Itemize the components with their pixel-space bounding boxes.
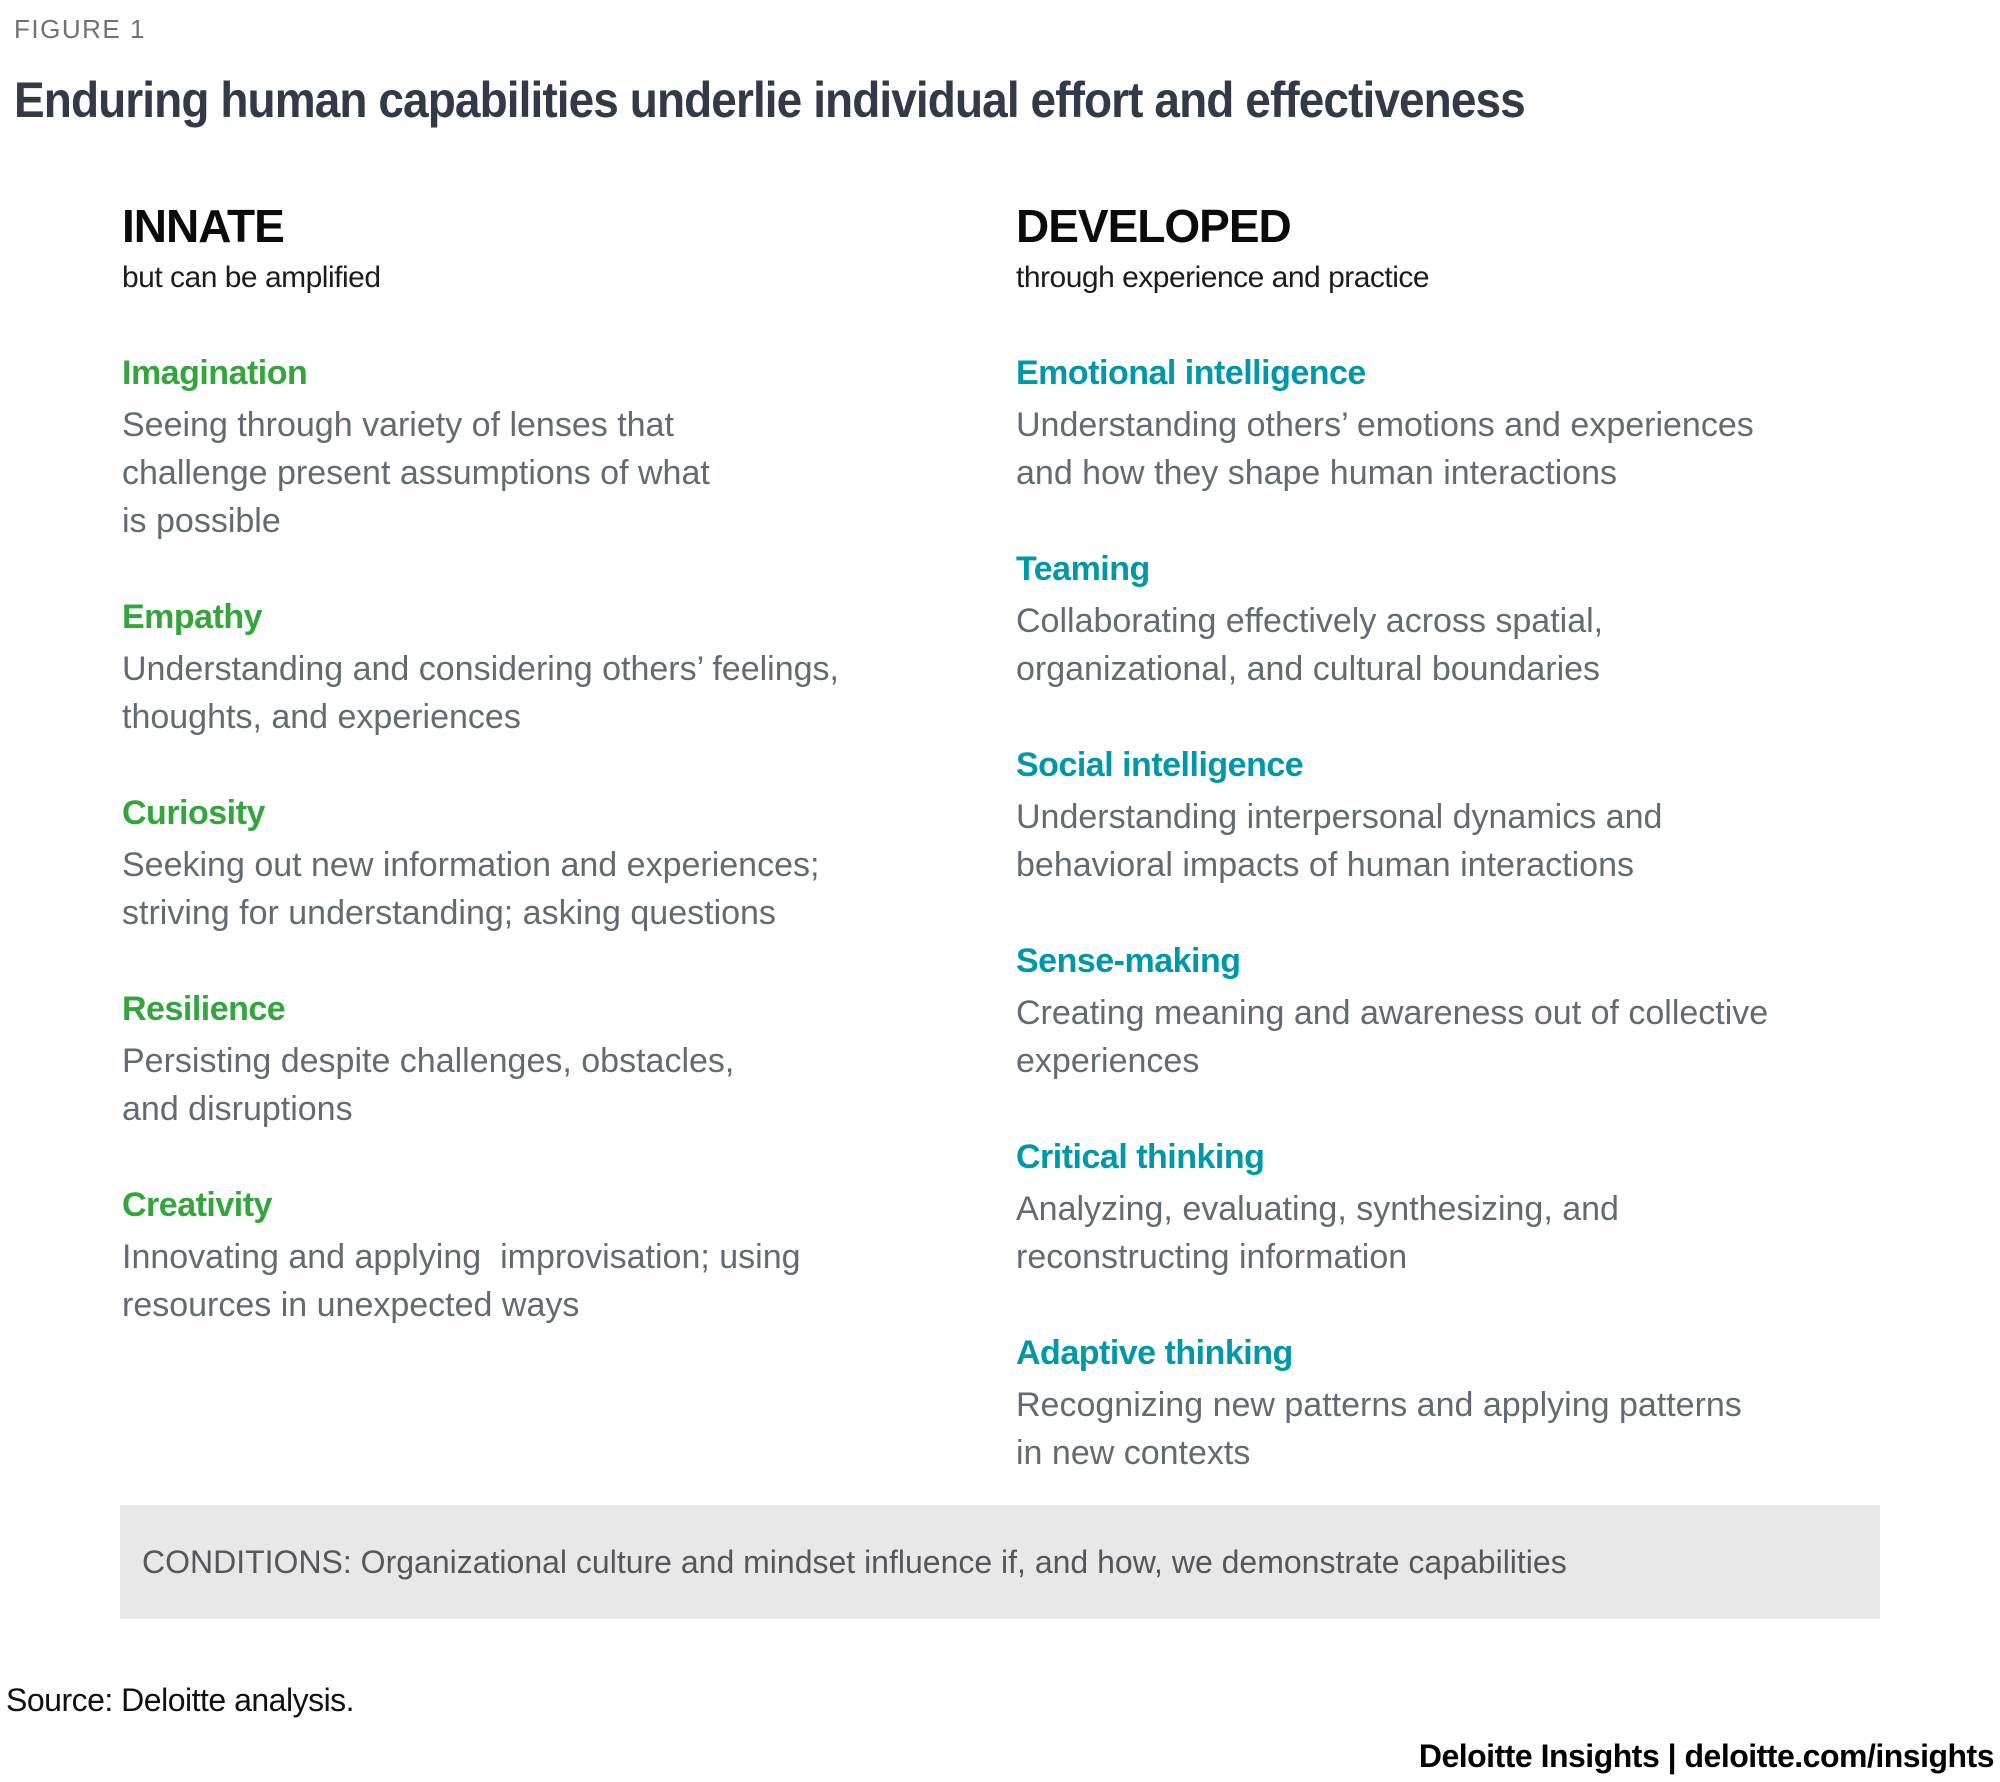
- capability-item: Imagination Seeing through variety of le…: [122, 351, 1016, 545]
- developed-subheading: through experience and practice: [1016, 261, 1430, 294]
- capability-name: Social intelligence: [1016, 746, 1304, 784]
- capability-description: Understanding interpersonal dynamics and…: [1016, 798, 1663, 884]
- capability-item: Social intelligence Understanding interp…: [1016, 743, 1980, 889]
- capability-description: Collaborating effectively across spatial…: [1016, 602, 1604, 688]
- innate-items: Imagination Seeing through variety of le…: [122, 351, 1016, 1329]
- capability-name: Critical thinking: [1016, 1138, 1265, 1176]
- footer-brand: Deloitte Insights | deloitte.com/insight…: [1418, 1738, 1995, 1774]
- capability-name: Sense-making: [1016, 942, 1241, 980]
- page-title: Enduring human capabilities underlie ind…: [14, 72, 1526, 128]
- capability-columns: INNATE but can be amplified Imagination …: [0, 201, 2000, 1527]
- capability-item: Resilience Persisting despite challenges…: [122, 987, 1016, 1133]
- figure-label: FIGURE 1: [14, 14, 146, 44]
- capability-description: Creating meaning and awareness out of co…: [1016, 994, 1769, 1080]
- capability-name: Imagination: [122, 354, 308, 392]
- capability-item: Critical thinking Analyzing, evaluating,…: [1016, 1135, 1980, 1281]
- capability-description: Recognizing new patterns and applying pa…: [1016, 1386, 1742, 1472]
- capability-description: Analyzing, evaluating, synthesizing, and…: [1016, 1190, 1619, 1276]
- capability-description: Seeking out new information and experien…: [122, 846, 820, 932]
- capability-name: Adaptive thinking: [1016, 1334, 1293, 1372]
- capability-name: Empathy: [122, 598, 263, 636]
- column-developed: DEVELOPED through experience and practic…: [1016, 201, 1980, 1527]
- capability-name: Creativity: [122, 1186, 272, 1224]
- capability-description: Innovating and applying improvisation; u…: [122, 1238, 801, 1324]
- innate-heading: INNATE: [122, 200, 285, 252]
- capability-description: Persisting despite challenges, obstacles…: [122, 1042, 735, 1128]
- capability-description: Understanding others’ emotions and exper…: [1016, 406, 1754, 492]
- capability-item: Emotional intelligence Understanding oth…: [1016, 351, 1980, 497]
- conditions-banner: CONDITIONS: Organizational culture and m…: [120, 1505, 1880, 1619]
- capability-name: Curiosity: [122, 794, 265, 832]
- conditions-text: CONDITIONS: Organizational culture and m…: [142, 1543, 1567, 1580]
- capability-description: Understanding and considering others’ fe…: [122, 650, 839, 736]
- capability-item: Curiosity Seeking out new information an…: [122, 791, 1016, 937]
- developed-items: Emotional intelligence Understanding oth…: [1016, 351, 1980, 1477]
- innate-subheading: but can be amplified: [122, 261, 381, 294]
- capability-item: Adaptive thinking Recognizing new patter…: [1016, 1331, 1980, 1477]
- capability-description: Seeing through variety of lenses that ch…: [122, 406, 710, 540]
- capability-item: Teaming Collaborating effectively across…: [1016, 547, 1980, 693]
- column-innate: INNATE but can be amplified Imagination …: [122, 201, 1016, 1527]
- capability-item: Sense-making Creating meaning and awaren…: [1016, 939, 1980, 1085]
- capability-item: Creativity Innovating and applying impro…: [122, 1183, 1016, 1329]
- developed-heading: DEVELOPED: [1016, 200, 1292, 252]
- capability-name: Teaming: [1016, 550, 1150, 588]
- source-note: Source: Deloitte analysis.: [6, 1682, 355, 1718]
- capability-name: Resilience: [122, 990, 286, 1028]
- capability-name: Emotional intelligence: [1016, 354, 1366, 392]
- capability-item: Empathy Understanding and considering ot…: [122, 595, 1016, 741]
